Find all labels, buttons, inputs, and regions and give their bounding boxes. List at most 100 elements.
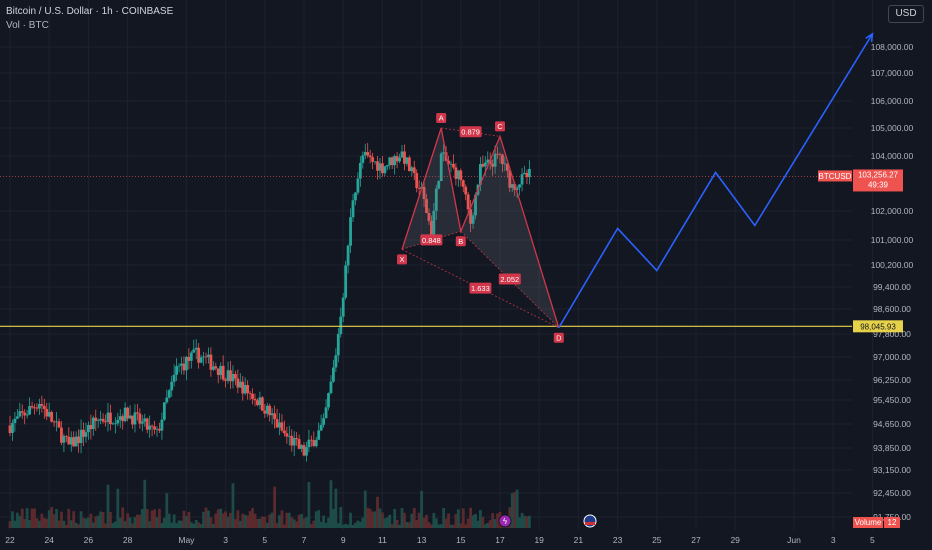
candle-body: [162, 402, 166, 420]
candle-body: [221, 365, 225, 380]
volume-bar: [525, 516, 529, 528]
volume-bar: [368, 508, 372, 528]
volume-bar: [439, 524, 443, 528]
volume-bar: [442, 507, 446, 528]
ratio-text: 1.633: [471, 284, 490, 293]
volume-value-badge: [884, 517, 900, 528]
volume-bar: [405, 522, 409, 528]
volume-bar: [170, 522, 174, 528]
x-tick-label: Jun: [787, 535, 801, 545]
candle-body: [383, 166, 387, 174]
candle-body: [101, 418, 105, 422]
x-tick-label: 3: [223, 535, 228, 545]
candle-body: [256, 400, 259, 406]
flash-event-icon[interactable]: [498, 514, 512, 528]
price-axis[interactable]: 108,000.00 107,000.00 106,000.00 105,000.00…: [871, 42, 914, 522]
volume-bar: [219, 508, 223, 528]
candle-body: [45, 408, 49, 417]
candle-body: [410, 167, 414, 172]
volume-bar: [55, 509, 58, 528]
volume-bar: [449, 524, 453, 528]
volume-bar: [209, 517, 213, 528]
volume-bar: [91, 522, 95, 528]
currency-button[interactable]: USD: [888, 5, 924, 23]
volume-bar: [23, 519, 27, 528]
candle-body: [241, 381, 245, 394]
y-tick-label: 104,000.00: [871, 151, 914, 161]
volume-bar: [412, 508, 416, 528]
candle-body: [246, 385, 250, 394]
candle-body: [69, 437, 73, 445]
time-axis[interactable]: 22 24 26 28 May 3 5 7 9 11 13 15 17 19 21 23 25 27 29 Jun 3 5: [5, 535, 875, 545]
volume-bar: [393, 509, 397, 528]
volume-bar: [496, 513, 499, 528]
volume-bar: [305, 517, 308, 528]
candle-body: [106, 412, 110, 422]
candle-body: [123, 407, 127, 422]
candle-body: [493, 153, 497, 167]
candle-body: [287, 435, 291, 437]
candle-body: [57, 421, 61, 428]
candle-body: [91, 417, 95, 430]
candle-body: [148, 425, 152, 430]
ratio-text: 0.879: [461, 128, 480, 137]
volume-bar: [454, 513, 458, 528]
candle-body: [74, 436, 78, 447]
candle-body: [158, 428, 161, 431]
candle-body: [28, 406, 31, 415]
x-tick-label: 21: [574, 535, 584, 545]
volume-bar: [109, 511, 112, 528]
harmonic-pattern[interactable]: X A B C D 0.848 0.879 1.633 2.052: [397, 113, 564, 343]
volume-bar: [136, 514, 139, 528]
candle-body: [483, 162, 487, 167]
y-tick-label: 93,150.00: [873, 465, 911, 475]
pattern-point-label: [495, 121, 505, 132]
candle-body: [371, 157, 374, 162]
event-icons[interactable]: ϟ: [498, 514, 597, 528]
volume-bar: [312, 520, 316, 528]
volume-bar: [317, 510, 321, 528]
y-tick-label: 94,650.00: [873, 419, 911, 429]
candle-body: [187, 356, 191, 361]
y-tick-label: 107,000.00: [871, 68, 914, 78]
volume-bar: [471, 515, 475, 528]
candle-body: [116, 419, 120, 424]
x-tick-label: 23: [613, 535, 623, 545]
us-flag-event-icon[interactable]: [583, 514, 597, 528]
candle-body: [471, 215, 475, 224]
candle-body: [145, 418, 149, 430]
candle-body: [417, 188, 421, 189]
volume-bar: [410, 513, 414, 528]
candle-body: [395, 156, 399, 162]
pattern-point-text: A: [439, 114, 444, 123]
y-tick-label: 96,250.00: [873, 375, 911, 385]
candle-body: [385, 165, 389, 167]
volume-bar: [341, 524, 345, 528]
volume-bar: [354, 522, 357, 528]
candle-body: [498, 154, 502, 156]
volume-bar: [234, 519, 237, 528]
candle-body: [94, 417, 98, 421]
volume-bar: [420, 490, 423, 528]
y-tick-label: 92,450.00: [873, 488, 911, 498]
x-tick-label: 11: [378, 535, 387, 545]
candle-body: [11, 423, 14, 433]
volume-bar: [486, 522, 490, 528]
symbol-title[interactable]: Bitcoin / U.S. Dollar · 1h · COINBASE: [6, 6, 174, 17]
volume-bar: [488, 520, 492, 528]
volume-indicator-label[interactable]: Vol · BTC: [6, 20, 49, 31]
volume-bar: [273, 486, 276, 528]
volume-bar: [148, 521, 152, 528]
candle-body: [118, 416, 122, 420]
candle-body: [464, 186, 468, 195]
projection-path[interactable]: [558, 33, 874, 329]
candle-body: [177, 365, 181, 367]
y-tick-label: 97,000.00: [873, 352, 911, 362]
volume-bar: [427, 522, 431, 528]
candle-body: [38, 404, 41, 409]
candle-body: [265, 405, 269, 414]
candle-body: [422, 186, 426, 200]
candle-body: [128, 415, 132, 419]
candle-body: [390, 157, 394, 166]
